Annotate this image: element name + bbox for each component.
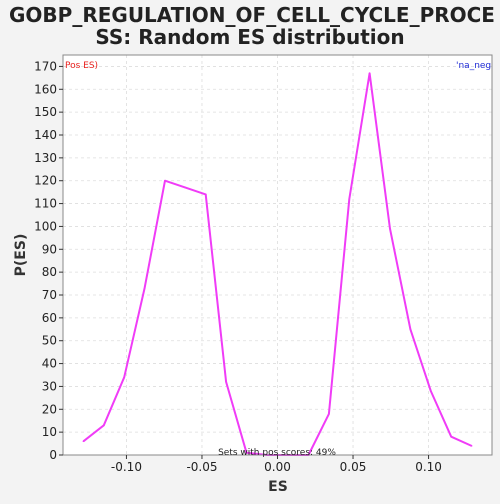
- y-tick-label: 80: [42, 265, 57, 279]
- x-tick-label: 0.05: [340, 460, 367, 474]
- data-point: [102, 424, 105, 427]
- y-tick-label: 30: [42, 379, 57, 393]
- y-tick-label: 160: [34, 82, 57, 96]
- y-tick-label: 130: [34, 151, 57, 165]
- y-tick-label: 40: [42, 357, 57, 371]
- y-tick-label: 100: [34, 219, 57, 233]
- data-point: [368, 72, 371, 75]
- x-tick-label: -0.05: [186, 460, 217, 474]
- data-point: [348, 198, 351, 200]
- data-point: [225, 381, 227, 383]
- y-tick-label: 120: [34, 174, 57, 188]
- x-tick-label: 0.10: [415, 460, 442, 474]
- y-tick-label: 140: [34, 128, 57, 142]
- data-point: [245, 451, 248, 454]
- y-tick-label: 20: [42, 402, 57, 416]
- axis-layer: 0 10 20 30 40 50 60 70 80 90 100 110 120 130 140 150 160…: [34, 59, 442, 474]
- legend-label-neg: 'na_neg: [456, 61, 491, 71]
- y-axis-label: P(ES): [13, 234, 29, 277]
- chart-title-line-2: SS: Random ES distribution: [95, 25, 404, 49]
- data-point: [409, 328, 412, 331]
- y-tick-label: 150: [34, 105, 57, 119]
- data-point: [82, 440, 85, 443]
- data-point: [389, 227, 391, 230]
- legend-label-pos: Pos ES): [65, 61, 98, 71]
- chart-title-line-1: GOBP_REGULATION_OF_CELL_CYCLE_PROCE: [9, 3, 495, 27]
- data-point: [430, 390, 432, 392]
- y-tick-label: 70: [42, 288, 57, 302]
- y-tick-label: 90: [42, 242, 57, 256]
- x-axis-label: ES: [268, 479, 288, 495]
- data-point: [164, 179, 166, 182]
- data-point: [184, 186, 187, 189]
- pos-scores-annotation: Sets with pos scores: 49%: [218, 448, 336, 458]
- y-tick-label: 50: [42, 334, 57, 348]
- data-point: [328, 413, 330, 415]
- y-tick-label: 170: [34, 59, 57, 73]
- data-point: [143, 287, 146, 289]
- data-point: [123, 376, 125, 379]
- data-point: [204, 193, 207, 196]
- y-tick-label: 60: [42, 311, 57, 325]
- grid-layer: [63, 55, 492, 456]
- data-point: [450, 435, 453, 438]
- data-point: [470, 445, 473, 447]
- y-tick-label: 110: [34, 197, 57, 211]
- x-tick-label: 0.00: [264, 460, 291, 474]
- y-tick-label: 0: [49, 448, 57, 462]
- x-tick-label: -0.10: [111, 460, 142, 474]
- y-tick-label: 10: [42, 425, 57, 439]
